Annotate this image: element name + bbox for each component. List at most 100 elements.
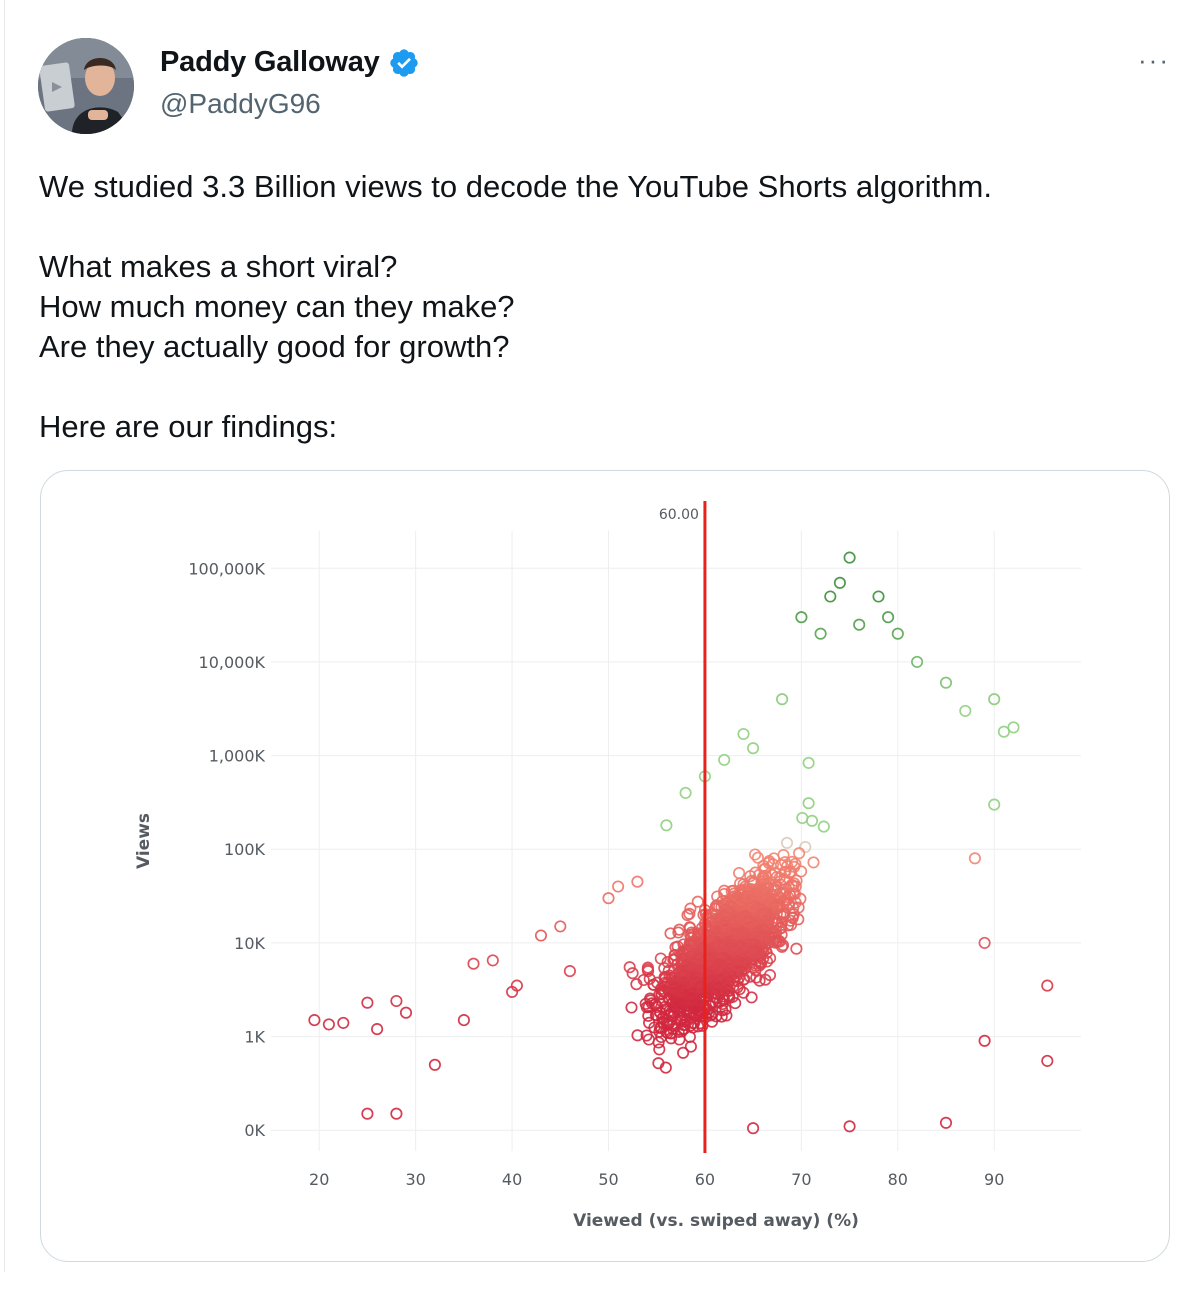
- data-point: [745, 898, 758, 911]
- data-point: [1041, 979, 1054, 992]
- data-point: [361, 1107, 374, 1120]
- more-options-button[interactable]: ···: [1138, 45, 1170, 75]
- verified-badge-icon[interactable]: [388, 47, 420, 79]
- data-point: [891, 627, 904, 640]
- data-point: [612, 880, 625, 893]
- data-point: [652, 1057, 665, 1070]
- x-tick-label: 50: [598, 1170, 618, 1189]
- data-point: [691, 895, 704, 908]
- data-point: [714, 974, 727, 987]
- data-point: [712, 958, 725, 971]
- timeline-divider: [4, 0, 5, 1272]
- data-point: [660, 819, 673, 832]
- y-tick-label: 0K: [244, 1121, 265, 1140]
- data-point: [733, 983, 746, 996]
- data-point: [779, 865, 792, 878]
- data-point: [988, 693, 1001, 706]
- data-point: [805, 814, 819, 827]
- data-point: [807, 856, 820, 869]
- data-point: [749, 848, 762, 861]
- data-point: [644, 992, 657, 1005]
- data-point: [872, 590, 885, 603]
- tweet-line: What makes a short viral?: [39, 249, 398, 284]
- tweet-line: How much money can they make?: [39, 289, 515, 324]
- tweet-line: We studied 3.3 Billion views to decode t…: [39, 169, 992, 204]
- data-point: [643, 1016, 656, 1029]
- y-tick-label: 100,000K: [188, 559, 265, 578]
- data-point: [1041, 1054, 1054, 1067]
- data-point: [672, 926, 685, 939]
- tweet-line: Here are our findings:: [39, 409, 338, 444]
- data-point: [685, 993, 698, 1006]
- data-point: [727, 939, 740, 952]
- chart-points: [308, 551, 1054, 1135]
- data-point: [390, 1107, 403, 1120]
- avatar-photo: [38, 38, 134, 134]
- data-point: [741, 915, 754, 928]
- data-point: [337, 1016, 350, 1029]
- tweet-media-chart[interactable]: 0K 1K 10K 100K 1,000K 10,000K 100,000K 20 30 40 5…: [40, 470, 1170, 1262]
- data-point: [679, 786, 692, 799]
- data-point: [788, 877, 801, 890]
- data-point: [719, 916, 732, 929]
- author-display-name[interactable]: Paddy Galloway: [160, 46, 380, 78]
- y-tick-label: 10K: [234, 934, 265, 953]
- data-point: [939, 676, 953, 689]
- data-point: [727, 944, 740, 957]
- x-tick-label: 70: [791, 1170, 811, 1189]
- data-point: [742, 889, 755, 903]
- data-point: [757, 924, 770, 937]
- data-point: [793, 847, 806, 860]
- data-point: [486, 954, 499, 967]
- data-point: [911, 655, 924, 668]
- data-point: [746, 947, 760, 960]
- data-point: [757, 907, 770, 920]
- data-point: [711, 982, 724, 995]
- data-point: [631, 1029, 644, 1042]
- data-point: [684, 938, 697, 952]
- avatar[interactable]: [38, 38, 134, 134]
- data-point: [833, 576, 846, 589]
- data-point: [784, 865, 797, 878]
- data-point: [790, 942, 803, 955]
- data-point: [683, 907, 696, 920]
- data-point: [968, 852, 981, 865]
- data-point: [750, 971, 763, 984]
- author-handle[interactable]: @PaddyG96: [160, 88, 321, 119]
- data-point: [761, 892, 774, 905]
- data-point: [764, 952, 777, 965]
- data-point: [653, 1025, 666, 1038]
- data-point: [939, 1116, 953, 1129]
- data-point: [625, 1001, 638, 1014]
- data-point: [843, 1120, 856, 1133]
- data-point: [658, 980, 671, 993]
- data-point: [637, 973, 650, 987]
- data-point: [718, 753, 731, 766]
- data-point: [988, 798, 1001, 811]
- data-point: [653, 1043, 666, 1056]
- data-point: [705, 1015, 719, 1028]
- data-point: [796, 811, 809, 825]
- data-point: [786, 911, 799, 924]
- data-point: [853, 618, 866, 631]
- data-point: [774, 922, 787, 935]
- x-tick-label: 80: [888, 1170, 908, 1189]
- data-point: [684, 902, 697, 915]
- data-point: [642, 1009, 655, 1022]
- reference-line-label: 60.00: [659, 507, 699, 523]
- data-point: [735, 965, 748, 978]
- y-axis-title: Views: [134, 813, 154, 869]
- data-point: [770, 934, 783, 947]
- data-point: [701, 928, 714, 942]
- data-point: [663, 1016, 676, 1029]
- data-point: [978, 1034, 991, 1047]
- data-point: [794, 892, 807, 905]
- data-point: [776, 886, 789, 900]
- data-point: [733, 866, 746, 880]
- x-tick-label: 90: [984, 1170, 1004, 1189]
- data-point: [719, 924, 732, 937]
- data-point: [390, 994, 403, 1008]
- data-point: [802, 797, 815, 810]
- data-point: [676, 952, 689, 965]
- data-point: [997, 725, 1010, 738]
